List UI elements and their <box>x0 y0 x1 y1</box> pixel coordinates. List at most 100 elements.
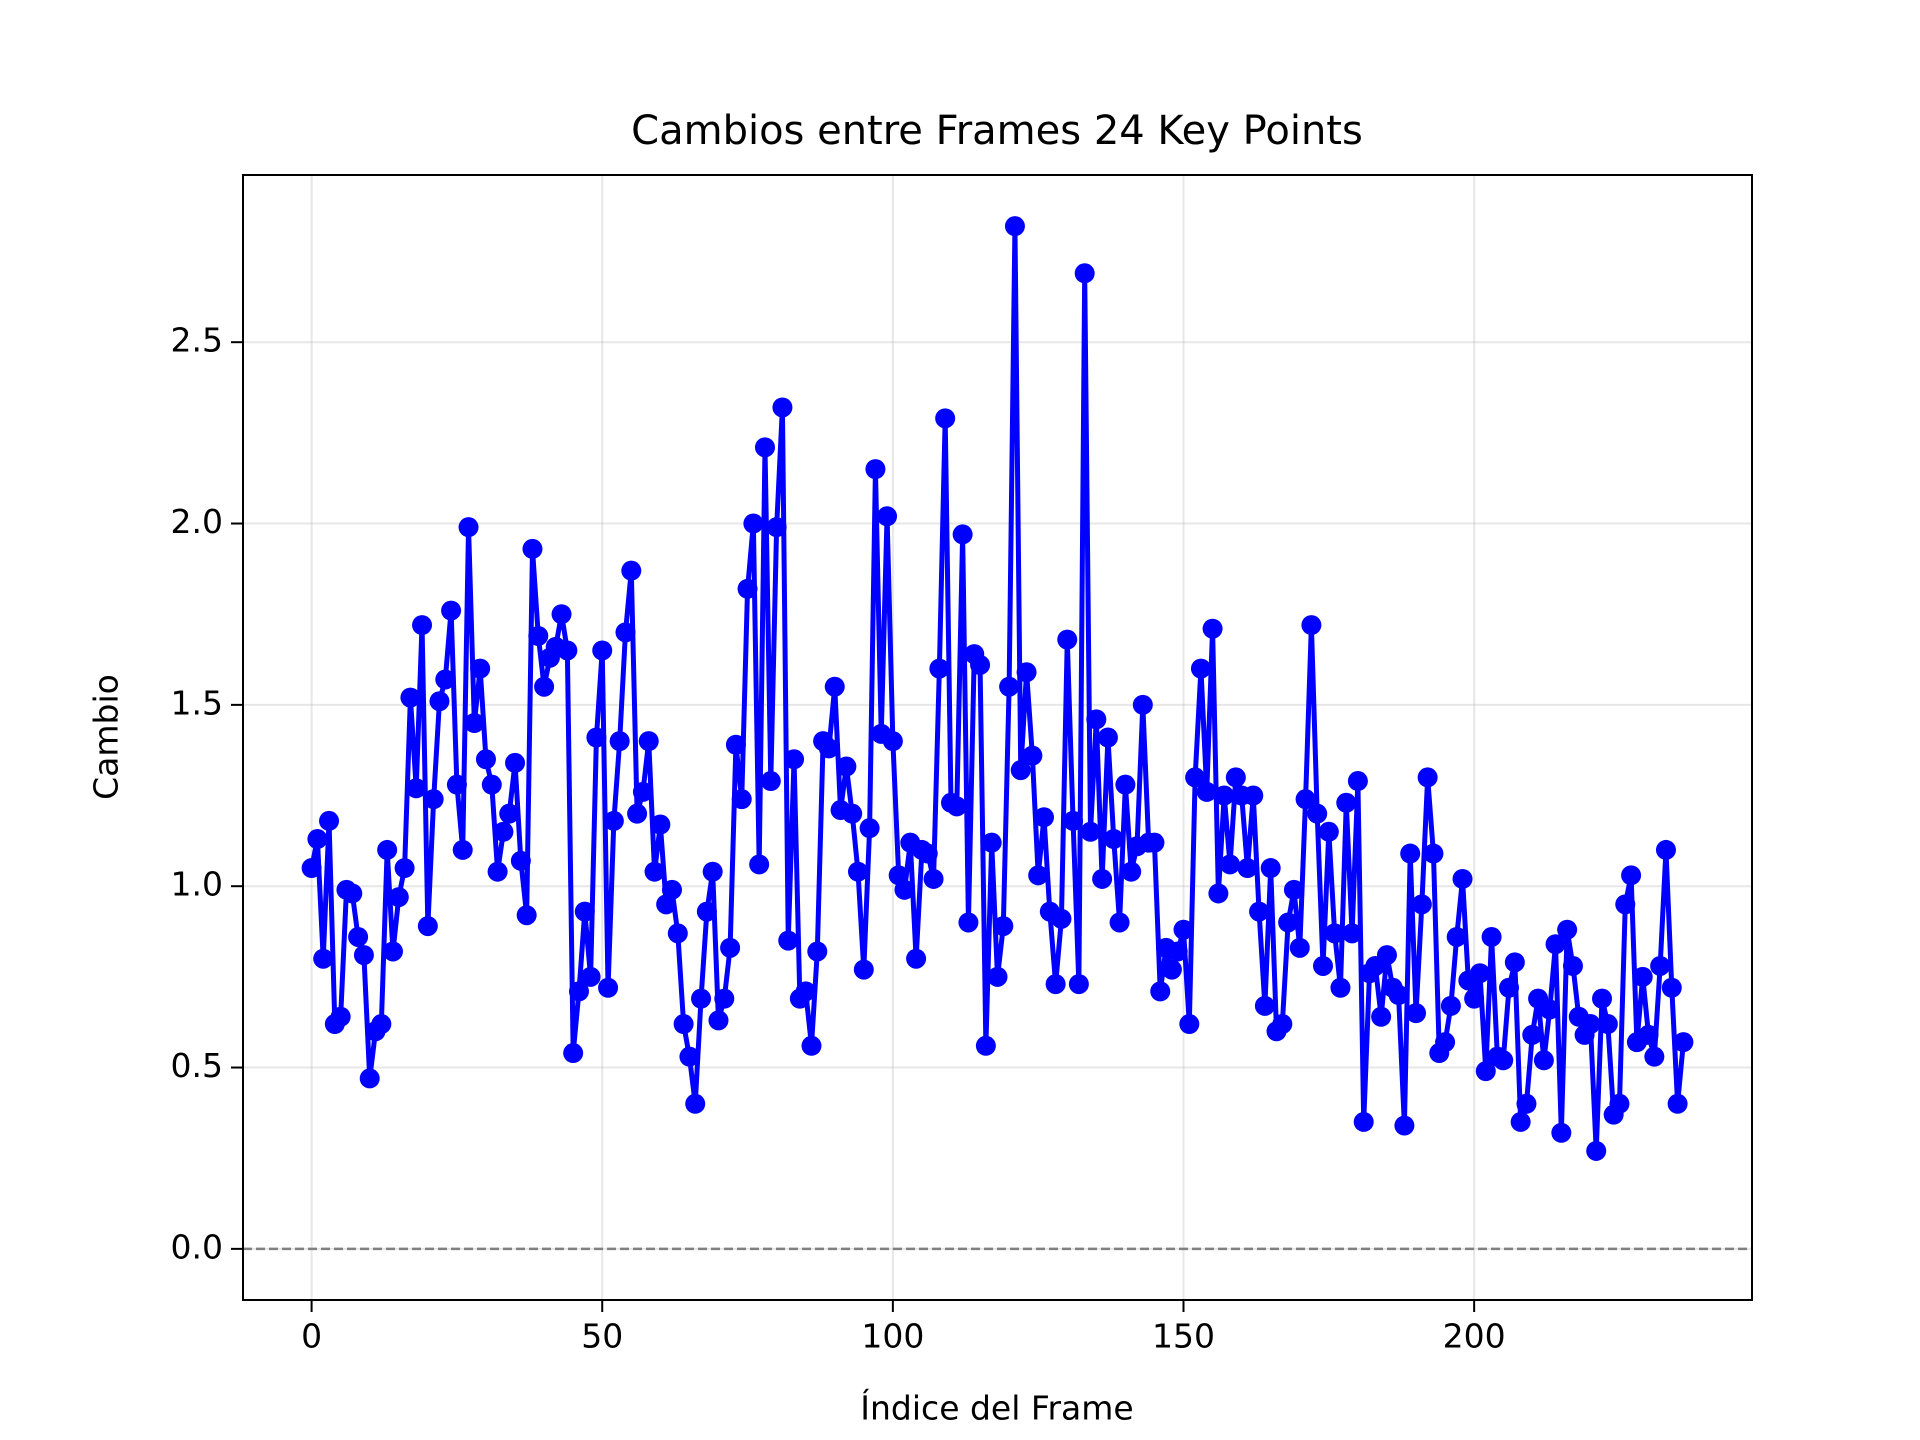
data-point <box>1028 865 1049 886</box>
data-point <box>772 397 793 418</box>
data-point <box>1109 912 1130 933</box>
y-tick-label: 1.0 <box>171 865 223 904</box>
data-point <box>1034 807 1055 828</box>
data-point <box>1632 966 1653 987</box>
data-point <box>1283 879 1304 900</box>
data-point <box>1493 1050 1514 1071</box>
data-point <box>1068 974 1089 995</box>
data-point <box>1440 995 1461 1016</box>
data-point <box>1342 923 1363 944</box>
data-point <box>650 814 671 835</box>
data-point <box>1499 977 1520 998</box>
data-point <box>1406 1003 1427 1024</box>
data-point <box>958 912 979 933</box>
data-point <box>487 861 508 882</box>
data-point <box>1272 1014 1293 1035</box>
data-point <box>377 839 398 860</box>
data-point <box>1115 774 1136 795</box>
data-point <box>981 832 1002 853</box>
y-tick-label: 2.5 <box>171 321 223 360</box>
data-point <box>1667 1093 1688 1114</box>
data-point <box>1644 1046 1665 1067</box>
data-point <box>1621 865 1642 886</box>
x-tick-label: 50 <box>581 1317 623 1356</box>
data-point <box>1307 803 1328 824</box>
data-point <box>749 854 770 875</box>
data-point <box>1022 745 1043 766</box>
data-point <box>505 752 526 773</box>
data-point <box>423 789 444 810</box>
data-point <box>917 843 938 864</box>
data-point <box>348 926 369 947</box>
data-point <box>452 839 473 860</box>
data-point <box>778 930 799 951</box>
data-point <box>319 810 340 831</box>
data-point <box>1347 771 1368 792</box>
data-point <box>1417 767 1438 788</box>
data-point <box>1522 1024 1543 1045</box>
data-point <box>1586 1140 1607 1161</box>
data-point <box>1144 832 1165 853</box>
data-point <box>1208 883 1229 904</box>
data-point <box>429 691 450 712</box>
data-point <box>708 1010 729 1031</box>
data-point <box>563 1043 584 1064</box>
data-point <box>301 858 322 879</box>
data-point <box>784 749 805 770</box>
data-point <box>1446 926 1467 947</box>
data-point <box>1249 901 1270 922</box>
data-point <box>586 727 607 748</box>
data-point <box>847 861 868 882</box>
data-point <box>737 578 758 599</box>
data-point <box>906 948 927 969</box>
data-point <box>475 749 496 770</box>
data-point <box>458 517 479 538</box>
data-point <box>836 756 857 777</box>
data-point <box>1504 952 1525 973</box>
data-point <box>1423 843 1444 864</box>
data-point <box>720 937 741 958</box>
data-point <box>702 861 723 882</box>
data-point <box>412 615 433 636</box>
data-point <box>1057 629 1078 650</box>
data-point <box>1301 615 1322 636</box>
data-point <box>1557 919 1578 940</box>
data-point <box>882 731 903 752</box>
y-tick-label: 1.5 <box>171 683 223 722</box>
data-point <box>446 774 467 795</box>
data-point <box>1190 658 1211 679</box>
data-point <box>661 879 682 900</box>
data-point <box>1551 1122 1572 1143</box>
data-point <box>598 977 619 998</box>
data-point <box>818 738 839 759</box>
data-point <box>696 901 717 922</box>
data-point <box>1533 1050 1554 1071</box>
data-point <box>382 941 403 962</box>
data-point <box>499 803 520 824</box>
data-point <box>1371 1006 1392 1027</box>
data-point <box>510 850 531 871</box>
data-point <box>307 829 328 850</box>
x-tick-label: 150 <box>1152 1317 1215 1356</box>
data-point <box>1592 988 1613 1009</box>
data-point <box>679 1046 700 1067</box>
data-point <box>400 687 421 708</box>
data-point <box>1225 767 1246 788</box>
data-point <box>1313 955 1334 976</box>
data-point <box>754 437 775 458</box>
data-point <box>987 966 1008 987</box>
data-point <box>1318 821 1339 842</box>
data-point <box>1243 785 1264 806</box>
data-point <box>1063 810 1084 831</box>
data-point <box>691 988 712 1009</box>
data-point <box>760 771 781 792</box>
data-point <box>935 408 956 429</box>
data-point <box>342 883 363 904</box>
data-point <box>1650 955 1671 976</box>
data-point <box>970 654 991 675</box>
data-point <box>725 734 746 755</box>
data-point <box>1400 843 1421 864</box>
data-point <box>441 600 462 621</box>
data-point <box>673 1014 694 1035</box>
data-point <box>1655 839 1676 860</box>
